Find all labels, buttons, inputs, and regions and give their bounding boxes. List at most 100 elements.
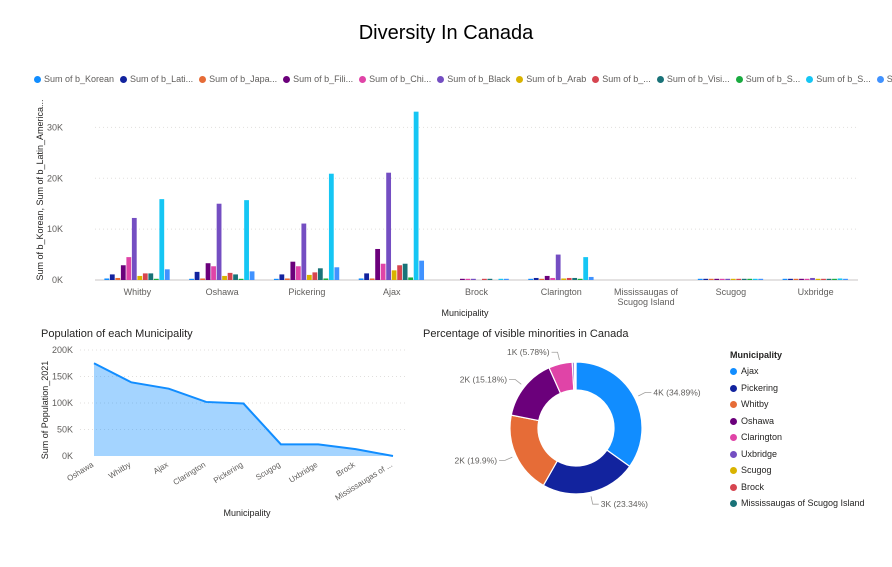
area-x-axis-title: Municipality <box>223 508 271 518</box>
legend-dot-icon <box>730 500 737 507</box>
legend-dot-icon <box>730 434 737 441</box>
legend-item-1[interactable]: Sum of b_Lati... <box>120 74 193 84</box>
legend-dot-icon <box>359 76 367 83</box>
bar-uxbridge-8 <box>826 278 832 280</box>
bar-whitby-9 <box>153 278 159 280</box>
donut-legend-title: Municipality <box>730 350 783 360</box>
donut-legend-label: Pickering <box>741 382 779 393</box>
donut-legend-label: Mississaugas of Scugog Island <box>741 498 865 508</box>
bar-clarington-7 <box>566 277 572 280</box>
x-tick-label-ajax: Ajax <box>383 287 401 297</box>
legend-item-10[interactable]: Sum of b_S... <box>806 74 871 84</box>
legend-item-4[interactable]: Sum of b_Chi... <box>359 74 431 84</box>
bar-ajax-8 <box>402 263 408 280</box>
donut-legend-item-scugog[interactable]: Scugog <box>730 465 865 482</box>
legend-item-0[interactable]: Sum of b_Korean <box>34 74 114 84</box>
bar-whitby-11 <box>164 269 170 280</box>
donut-legend-item-uxbridge[interactable]: Uxbridge <box>730 449 865 466</box>
y-tick-label: 30K <box>47 122 63 132</box>
donut-legend-label: Brock <box>741 481 765 492</box>
bar-pickering-3 <box>290 261 296 280</box>
donut-legend-item-brock[interactable]: Brock <box>730 482 865 499</box>
bar-clarington-0 <box>528 278 534 280</box>
bar-whitby-2 <box>115 277 121 280</box>
legend-item-8[interactable]: Sum of b_Visi... <box>656 74 730 84</box>
bar-pickering-11 <box>334 267 340 280</box>
bar-whitby-1 <box>109 274 115 280</box>
area-x-tick-label-ajax: Ajax <box>152 460 170 476</box>
area-x-tick-label-uxbridge: Uxbridge <box>287 460 319 485</box>
legend-label: Sum of b_Chi... <box>369 74 432 84</box>
legend-item-7[interactable]: Sum of b_... <box>592 74 651 84</box>
area-x-tick-label-scugog: Scugog <box>254 460 282 482</box>
area-line <box>93 362 394 457</box>
legend-item-11[interactable]: Sum of b_... <box>876 74 892 84</box>
donut-chart-title: Percentage of visible minorities in Cana… <box>423 328 629 340</box>
legend-label: Sum of b_... <box>602 74 651 84</box>
legend-item-5[interactable]: Sum of b_Black <box>437 74 510 84</box>
legend-dot-icon <box>730 368 737 375</box>
legend-label: Sum of b_Arab <box>526 74 587 84</box>
bar-ajax-10 <box>413 111 419 280</box>
legend-dot-icon <box>120 76 128 83</box>
bar-scugog-7 <box>736 278 742 280</box>
legend-item-2[interactable]: Sum of b_Japa... <box>199 74 277 84</box>
donut-leader-line <box>509 378 522 385</box>
legend-item-3[interactable]: Sum of b_Fili... <box>283 74 353 84</box>
legend-dot-icon <box>656 76 664 83</box>
bar-oshawa-10 <box>244 200 249 280</box>
bar-clarington-9 <box>577 278 583 280</box>
donut-legend-label: Whitby <box>741 399 769 409</box>
area-fill <box>94 363 393 456</box>
area-x-tick-label-pickering: Pickering <box>212 460 245 485</box>
bar-ajax-9 <box>408 277 414 280</box>
legend-label: Sum of b_Lati... <box>130 74 194 84</box>
area-y-axis-title: Sum of Population_2021 <box>40 361 50 460</box>
bar-scugog-9 <box>747 278 753 280</box>
legend-dot-icon <box>730 483 737 491</box>
bar-whitby-6 <box>137 275 143 280</box>
legend-label: Sum of b_... <box>886 74 892 84</box>
donut-legend-item-whitby[interactable]: Whitby <box>730 399 865 416</box>
bar-ajax-5 <box>386 172 392 280</box>
bar-pickering-9 <box>323 278 329 280</box>
donut-legend-item-oshawa[interactable]: Oshawa <box>730 416 865 433</box>
donut-legend: Municipality Ajax Pickering Whitby Oshawa Cl… <box>730 350 865 515</box>
bar-pickering-7 <box>312 272 318 280</box>
legend-dot-icon <box>876 76 884 83</box>
area-x-tick-label-clarington: Clarington <box>171 460 207 487</box>
bar-ajax-1 <box>364 273 370 280</box>
bar-scugog-8 <box>741 278 747 280</box>
bar-pickering-0 <box>273 278 279 280</box>
donut-legend-item-ajax[interactable]: Ajax <box>730 366 865 383</box>
bar-uxbridge-3 <box>799 278 804 280</box>
legend-dot-icon <box>730 467 737 474</box>
bar-whitby-3 <box>120 265 126 280</box>
donut-legend-item-clarington[interactable]: Clarington <box>730 432 865 449</box>
donut-data-label-ajax: 4K (34.89%) <box>653 387 700 397</box>
bar-whitby-8 <box>148 273 154 280</box>
donut-data-label-clarington: 1K (5.78%) <box>507 347 550 357</box>
donut-legend-label: Clarington <box>741 432 783 442</box>
bar-uxbridge-9 <box>832 278 837 280</box>
legend-item-6[interactable]: Sum of b_Arab <box>516 74 586 84</box>
legend-dot-icon <box>34 76 41 83</box>
bar-oshawa-5 <box>216 203 222 280</box>
legend-item-9[interactable]: Sum of b_S... <box>735 74 800 84</box>
legend-dot-icon <box>516 76 524 83</box>
x-tick-label-pickering: Pickering <box>288 287 325 297</box>
legend-label: Sum of b_Visi... <box>666 74 730 84</box>
bar-ajax-6 <box>391 270 397 280</box>
bar-whitby-0 <box>104 278 110 280</box>
area-y-tick-label: 0K <box>62 451 73 461</box>
donut-legend-label: Scugog <box>741 465 772 475</box>
donut-legend-label: Uxbridge <box>741 448 778 459</box>
bar-clarington-11 <box>588 276 594 280</box>
bar-oshawa-3 <box>205 263 211 280</box>
legend-dot-icon <box>730 450 737 458</box>
donut-legend-item-pickering[interactable]: Pickering <box>730 383 865 400</box>
donut-data-label-pickering: 3K (23.34%) <box>601 499 648 509</box>
donut-legend-item-mississaugas-of-scugog-island[interactable]: Mississaugas of Scugog Island <box>730 498 865 515</box>
area-y-tick-label: 200K <box>52 345 73 355</box>
bar-scugog-6 <box>730 278 736 280</box>
